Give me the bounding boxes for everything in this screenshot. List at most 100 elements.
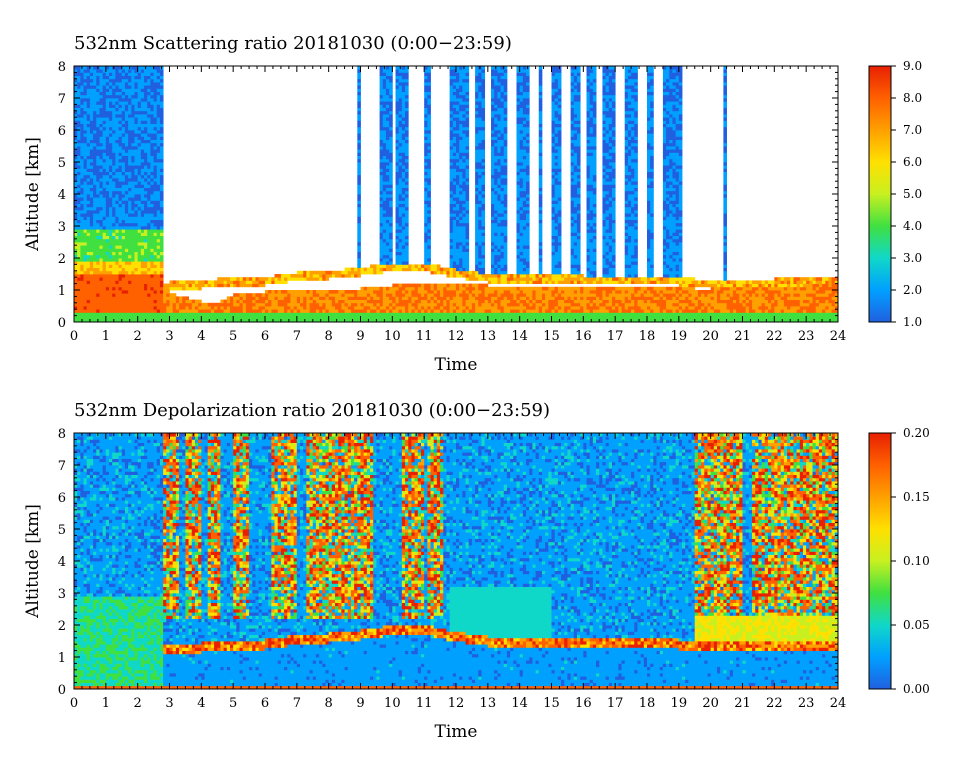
heatmap-cell <box>74 171 78 176</box>
heatmap-cell <box>77 155 81 160</box>
heatmap-cell <box>147 222 151 227</box>
heatmap-cell <box>481 98 486 102</box>
heatmap-cell <box>440 309 444 313</box>
heatmap-cell <box>405 149 409 153</box>
heatmap-cell <box>481 165 486 169</box>
heatmap-cell <box>93 165 97 169</box>
heatmap-cell <box>293 306 298 310</box>
heatmap-cell <box>443 293 447 297</box>
heatmap-cell <box>475 133 479 137</box>
heatmap-cell <box>487 299 492 304</box>
heatmap-cell <box>497 245 501 249</box>
heatmap-cell <box>140 312 145 316</box>
heatmap-cell <box>115 126 119 131</box>
heatmap-cell <box>83 82 88 86</box>
heatmap-cell <box>156 210 161 214</box>
heatmap-cell <box>491 123 495 128</box>
heatmap-cell <box>401 162 406 166</box>
heatmap-cell <box>144 110 148 115</box>
heatmap-cell <box>147 104 151 108</box>
heatmap-cell <box>475 302 479 307</box>
heatmap-cell <box>77 82 81 86</box>
heatmap-cell <box>121 104 126 108</box>
heatmap-cell <box>86 190 91 195</box>
heatmap-cell <box>449 78 454 83</box>
heatmap-cell <box>118 277 123 281</box>
heatmap-cell <box>169 296 174 300</box>
heatmap-cell <box>395 85 400 89</box>
heatmap-cell <box>150 171 154 176</box>
heatmap-cell <box>389 210 393 214</box>
heatmap-cell <box>446 312 451 316</box>
heatmap-cell <box>131 110 135 115</box>
heatmap-cell <box>475 75 479 80</box>
heatmap-cell <box>131 187 135 192</box>
heatmap-cell <box>290 315 295 320</box>
heatmap-cell <box>491 206 495 211</box>
heatmap-cell <box>77 286 81 291</box>
heatmap-cell <box>382 91 387 96</box>
heatmap-cell <box>105 226 110 230</box>
heatmap-cell <box>389 213 393 217</box>
heatmap-cell <box>452 149 457 153</box>
heatmap-cell <box>398 312 403 316</box>
heatmap-cell <box>379 142 384 147</box>
heatmap-cell <box>124 88 129 92</box>
heatmap-cell <box>83 200 88 204</box>
heatmap-cell <box>481 213 486 217</box>
heatmap-cell <box>303 315 307 320</box>
heatmap-cell <box>491 152 495 156</box>
heatmap-cell <box>385 107 390 112</box>
heatmap-cell <box>115 174 119 179</box>
heatmap-cell <box>131 130 135 134</box>
heatmap-cell <box>471 277 476 281</box>
heatmap-cell <box>147 274 151 278</box>
heatmap-cell <box>491 187 495 192</box>
heatmap-cell <box>471 274 476 278</box>
heatmap-cell <box>389 139 393 144</box>
heatmap-cell <box>456 130 460 134</box>
heatmap-cell <box>420 309 425 313</box>
heatmap-cell <box>430 290 435 294</box>
heatmap-cell <box>265 290 269 294</box>
heatmap-cell <box>102 104 107 108</box>
heatmap-cell <box>134 219 139 224</box>
heatmap-cell <box>99 270 104 275</box>
heatmap-cell <box>86 306 91 310</box>
heatmap-cell <box>395 264 400 268</box>
heatmap-cell <box>137 194 142 198</box>
heatmap-cell <box>491 197 495 201</box>
heatmap-cell <box>74 69 78 73</box>
heatmap-cell <box>452 120 457 124</box>
heatmap-cell <box>134 88 139 92</box>
heatmap-cell <box>322 290 326 294</box>
heatmap-cell <box>128 290 132 294</box>
heatmap-cell <box>484 318 489 322</box>
heatmap-cell <box>459 162 463 166</box>
heatmap-cell <box>465 133 470 137</box>
heatmap-cell <box>242 312 247 316</box>
heatmap-cell <box>405 78 409 83</box>
heatmap-cell <box>93 296 97 300</box>
heatmap-cell <box>385 184 390 188</box>
heatmap-cell <box>89 200 94 204</box>
heatmap-cell <box>112 283 116 288</box>
heatmap-cell <box>156 277 161 281</box>
heatmap-cell <box>131 146 135 150</box>
heatmap-cell <box>271 312 275 316</box>
heatmap-cell <box>385 149 390 153</box>
heatmap-cell <box>385 120 390 124</box>
heatmap-cell <box>137 178 142 182</box>
heatmap-cell <box>350 274 355 278</box>
heatmap-cell <box>484 283 489 288</box>
heatmap-cell <box>115 72 119 76</box>
heatmap-cell <box>93 174 97 179</box>
heatmap-cell <box>405 146 409 150</box>
heatmap-cell <box>414 267 419 272</box>
heatmap-cell <box>427 222 431 227</box>
heatmap-cell <box>475 264 479 268</box>
heatmap-cell <box>280 318 285 322</box>
heatmap-cell <box>137 261 142 265</box>
heatmap-cell <box>452 165 457 169</box>
heatmap-cell <box>385 139 390 144</box>
